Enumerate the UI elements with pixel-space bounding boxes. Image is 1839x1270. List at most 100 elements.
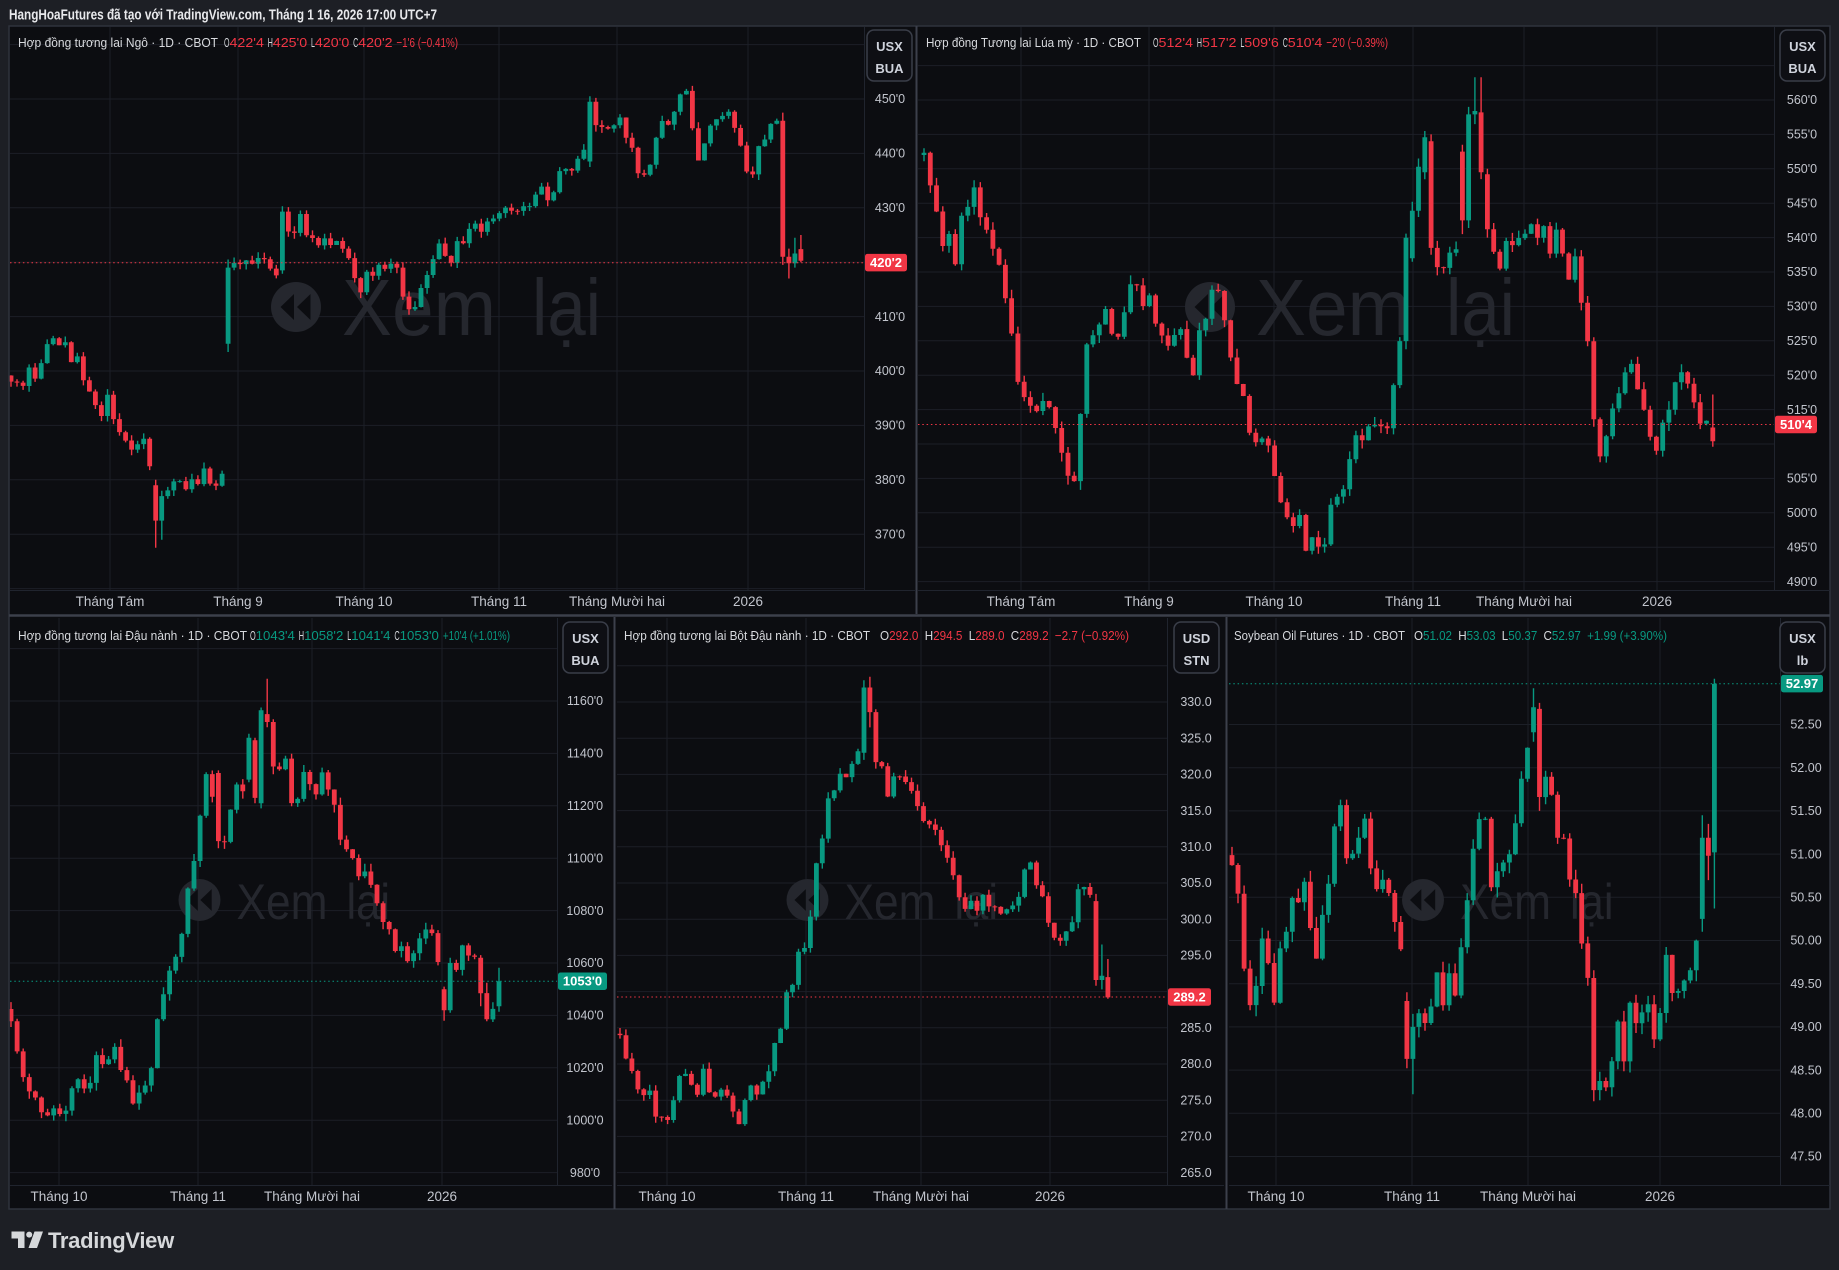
svg-text:520'0: 520'0 [1787, 368, 1817, 382]
svg-text:Tháng 11: Tháng 11 [170, 1189, 226, 1204]
svg-text:L: L [311, 35, 315, 50]
svg-text:1040'0: 1040'0 [566, 1009, 603, 1023]
svg-text:L: L [1240, 35, 1244, 50]
svg-text:300.0: 300.0 [1180, 912, 1211, 926]
svg-text:STN: STN [1184, 653, 1210, 668]
svg-text:L: L [969, 628, 976, 643]
svg-text:422'4: 422'4 [230, 35, 264, 50]
svg-text:O: O [880, 628, 889, 643]
svg-text:380'0: 380'0 [875, 473, 905, 487]
svg-text:390'0: 390'0 [875, 419, 905, 433]
svg-text:lại: lại [1446, 263, 1515, 352]
svg-text:275.0: 275.0 [1180, 1093, 1211, 1107]
svg-text:Tháng Mười hai: Tháng Mười hai [569, 594, 665, 609]
svg-text:Hợp đồng tương lai Bột Đậu nàn: Hợp đồng tương lai Bột Đậu nành · 1D · C… [624, 628, 870, 643]
svg-text:BUA: BUA [1788, 61, 1817, 76]
svg-text:Xem: Xem [237, 874, 328, 930]
svg-text:545'0: 545'0 [1787, 196, 1817, 210]
svg-text:1053'0: 1053'0 [400, 628, 439, 643]
svg-text:Tháng 9: Tháng 9 [1124, 594, 1174, 609]
svg-text:51.02: 51.02 [1423, 628, 1452, 643]
svg-text:555'0: 555'0 [1787, 128, 1817, 142]
svg-text:305.0: 305.0 [1180, 876, 1211, 890]
svg-text:USX: USX [1789, 39, 1816, 54]
svg-text:980'0: 980'0 [570, 1166, 600, 1180]
svg-text:Tháng 10: Tháng 10 [30, 1189, 87, 1204]
svg-text:505'0: 505'0 [1787, 472, 1817, 486]
svg-text:47.50: 47.50 [1790, 1150, 1821, 1164]
svg-text:H: H [1458, 628, 1466, 643]
svg-text:52.97: 52.97 [1786, 676, 1819, 691]
svg-text:Tháng 11: Tháng 11 [1384, 1189, 1440, 1204]
svg-text:1058'2: 1058'2 [304, 628, 343, 643]
svg-text:1000'0: 1000'0 [566, 1113, 603, 1127]
svg-text:52.97: 52.97 [1552, 628, 1581, 643]
svg-text:294.5: 294.5 [933, 628, 962, 643]
svg-text:51.50: 51.50 [1790, 804, 1821, 818]
svg-text:H: H [299, 628, 304, 643]
svg-text:517'2: 517'2 [1202, 35, 1237, 50]
svg-text:53.03: 53.03 [1467, 628, 1496, 643]
svg-text:420'2: 420'2 [870, 255, 902, 270]
svg-text:Hợp đồng tương lai Ngô · 1D ·: Hợp đồng tương lai Ngô · 1D · CBOT [18, 35, 218, 50]
svg-text:52.00: 52.00 [1790, 761, 1821, 775]
svg-text:TradingView: TradingView [48, 1228, 175, 1253]
svg-text:BUA: BUA [875, 61, 904, 76]
svg-text:USX: USX [876, 39, 903, 54]
svg-text:2026: 2026 [1035, 1189, 1065, 1204]
svg-text:C: C [1283, 35, 1288, 50]
svg-text:+1.99 (+3.90%): +1.99 (+3.90%) [1587, 628, 1667, 643]
svg-text:C: C [1011, 628, 1019, 643]
svg-text:Tháng Mười hai: Tháng Mười hai [1476, 594, 1572, 609]
svg-text:lại: lại [532, 263, 601, 352]
svg-text:1120'0: 1120'0 [567, 799, 603, 813]
svg-text:Tháng 9: Tháng 9 [213, 594, 263, 609]
svg-text:−2.7 (−0.92%): −2.7 (−0.92%) [1055, 628, 1129, 643]
svg-text:440'0: 440'0 [875, 147, 905, 161]
svg-text:Tháng 11: Tháng 11 [471, 594, 527, 609]
svg-text:285.0: 285.0 [1180, 1021, 1211, 1035]
svg-text:52.50: 52.50 [1790, 718, 1821, 732]
svg-text:265.0: 265.0 [1180, 1166, 1211, 1180]
svg-text:289.2: 289.2 [1019, 628, 1048, 643]
svg-text:1080'0: 1080'0 [566, 904, 603, 918]
svg-text:L: L [1502, 628, 1508, 643]
svg-text:295.0: 295.0 [1180, 949, 1211, 963]
svg-text:400'0: 400'0 [875, 364, 905, 378]
svg-text:50.00: 50.00 [1790, 934, 1821, 948]
svg-text:−2'0 (−0.39%): −2'0 (−0.39%) [1326, 35, 1388, 50]
svg-text:2026: 2026 [1642, 594, 1672, 609]
svg-text:USX: USX [1789, 631, 1816, 646]
svg-text:325.0: 325.0 [1180, 731, 1211, 745]
svg-text:Xem: Xem [845, 874, 936, 930]
svg-text:C: C [394, 628, 399, 643]
svg-text:410'0: 410'0 [875, 310, 905, 324]
svg-text:2026: 2026 [1645, 1189, 1675, 1204]
svg-text:450'0: 450'0 [875, 92, 905, 106]
svg-text:1100'0: 1100'0 [567, 851, 603, 865]
svg-text:O: O [1153, 35, 1159, 50]
svg-text:512'4: 512'4 [1159, 35, 1194, 50]
svg-text:HangHoaFutures đã tạo với Trad: HangHoaFutures đã tạo với TradingView.co… [9, 8, 437, 24]
svg-text:509'6: 509'6 [1244, 35, 1279, 50]
svg-text:48.00: 48.00 [1790, 1107, 1821, 1121]
svg-text:1053'0: 1053'0 [563, 974, 602, 989]
svg-text:USX: USX [572, 631, 599, 646]
svg-text:535'0: 535'0 [1787, 265, 1817, 279]
svg-text:49.50: 49.50 [1790, 977, 1821, 991]
svg-text:490'0: 490'0 [1787, 575, 1817, 589]
svg-text:Tháng 10: Tháng 10 [335, 594, 392, 609]
svg-text:H: H [268, 35, 273, 50]
svg-text:51.00: 51.00 [1790, 847, 1821, 861]
svg-text:270.0: 270.0 [1180, 1130, 1211, 1144]
svg-text:560'0: 560'0 [1787, 93, 1817, 107]
svg-text:1041'4: 1041'4 [351, 628, 390, 643]
svg-text:USD: USD [1183, 631, 1210, 646]
svg-text:530'0: 530'0 [1787, 300, 1817, 314]
svg-text:lb: lb [1797, 653, 1809, 668]
svg-text:−1'6 (−0.41%): −1'6 (−0.41%) [396, 35, 458, 50]
svg-text:430'0: 430'0 [875, 201, 905, 215]
svg-text:C: C [1544, 628, 1552, 643]
svg-text:425'0: 425'0 [273, 35, 307, 50]
svg-text:370'0: 370'0 [875, 527, 905, 541]
